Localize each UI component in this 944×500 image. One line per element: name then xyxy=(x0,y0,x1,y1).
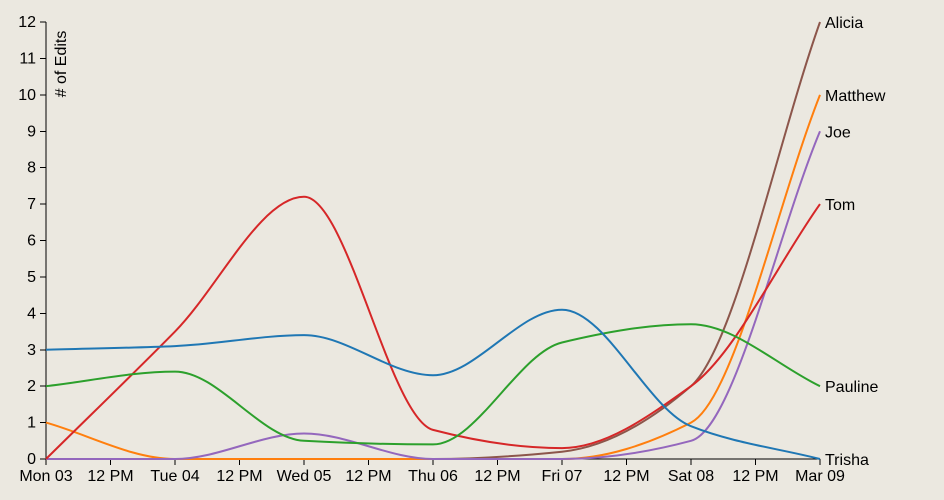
y-tick-label: 12 xyxy=(18,14,36,31)
x-tick-label: 12 PM xyxy=(87,468,133,485)
x-tick-label: Wed 05 xyxy=(277,468,332,485)
series-line-trisha xyxy=(45,308,821,460)
x-tick-label: 12 PM xyxy=(603,468,649,485)
series-group: Alicia Matthew Joe Tom Pauline Trisha xyxy=(45,15,886,469)
y-tick-label: 2 xyxy=(27,378,36,395)
series-label-alicia: Alicia xyxy=(825,15,863,32)
x-tick-label: Sat 08 xyxy=(668,468,714,485)
y-tick-label: 6 xyxy=(27,233,36,250)
y-tick-label: 3 xyxy=(27,342,36,359)
y-tick-label: 5 xyxy=(27,269,36,286)
y-tick-label: 8 xyxy=(27,160,36,177)
y-tick-label: 10 xyxy=(18,87,36,104)
y-tick-label: 9 xyxy=(27,123,36,140)
y-tick-label: 4 xyxy=(27,305,36,322)
x-tick-label: 12 PM xyxy=(216,468,262,485)
series-line-tom xyxy=(45,195,821,460)
series-line-matthew xyxy=(45,94,821,461)
series-label-matthew: Matthew xyxy=(825,88,886,105)
series-label-joe: Joe xyxy=(825,124,851,141)
x-tick-label: Tue 04 xyxy=(150,468,199,485)
y-tick-label: 7 xyxy=(27,196,36,213)
series-label-pauline: Pauline xyxy=(825,379,878,396)
series-line-pauline xyxy=(45,323,821,446)
x-tick-label: Fri 07 xyxy=(542,468,583,485)
x-tick-label: 12 PM xyxy=(732,468,778,485)
series-label-trisha: Trisha xyxy=(825,452,869,469)
x-tick-label: Mar 09 xyxy=(795,468,845,485)
y-axis-title: # of Edits xyxy=(53,31,70,98)
x-tick-label: Mon 03 xyxy=(19,468,72,485)
series-line-joe xyxy=(46,130,821,461)
x-axis: Mon 03 12 PM Tue 04 12 PM Wed 05 12 PM Thu 06 1… xyxy=(19,458,845,485)
x-tick-label: 12 PM xyxy=(474,468,520,485)
y-tick-label: 11 xyxy=(19,50,36,67)
x-tick-label: Thu 06 xyxy=(408,468,458,485)
y-tick-label: 1 xyxy=(27,415,36,432)
x-tick-label: 12 PM xyxy=(345,468,391,485)
y-tick-label: 0 xyxy=(27,451,36,468)
series-line-alicia xyxy=(46,21,821,461)
series-label-tom: Tom xyxy=(825,197,855,214)
